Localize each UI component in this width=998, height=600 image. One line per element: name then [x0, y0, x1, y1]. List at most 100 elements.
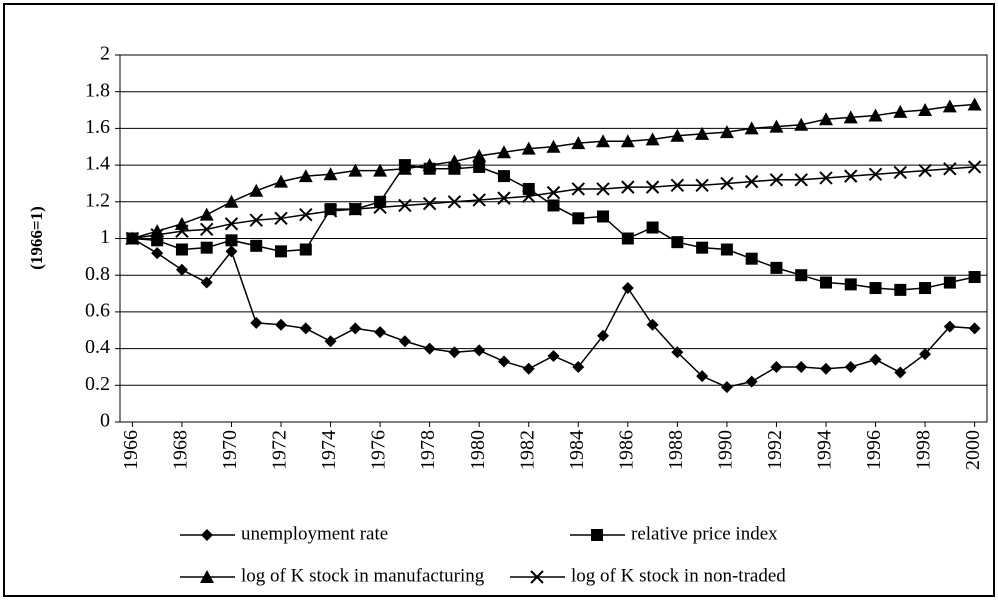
data-point [645, 180, 660, 194]
data-point [620, 134, 635, 148]
x-tick-label: 1976 [368, 430, 390, 470]
legend-label: log of K stock in non-traded [571, 565, 786, 586]
x-tick-label: 2000 [962, 430, 984, 470]
data-point [397, 161, 412, 175]
data-point [398, 335, 411, 348]
data-point [819, 171, 833, 185]
data-point [671, 346, 684, 359]
data-point [473, 160, 486, 173]
data-point [621, 180, 635, 194]
data-point [224, 194, 239, 208]
data-point [497, 355, 510, 368]
data-point [299, 243, 312, 256]
data-point [967, 97, 982, 111]
data-point [942, 99, 957, 113]
data-point [671, 236, 684, 249]
data-point [868, 108, 883, 122]
data-point [150, 228, 164, 242]
y-tick-label: 1.6 [85, 116, 110, 138]
data-point [298, 169, 313, 183]
data-point [967, 160, 982, 174]
data-point [447, 154, 462, 168]
data-point [670, 128, 685, 142]
x-tick-label: 1990 [714, 430, 736, 470]
data-point [522, 362, 535, 375]
chart-frame [3, 3, 995, 597]
data-point [199, 222, 214, 237]
data-point [894, 366, 907, 379]
data-point [894, 283, 907, 296]
data-point [720, 381, 733, 394]
data-point [968, 322, 981, 335]
data-point [621, 232, 634, 245]
data-point [275, 318, 288, 331]
data-point [224, 217, 239, 231]
data-point [869, 282, 882, 295]
legend-marker [200, 570, 214, 583]
data-point [151, 247, 164, 260]
x-tick-label: 1998 [913, 430, 935, 470]
data-point [571, 182, 585, 196]
x-tick-label: 1970 [219, 430, 241, 470]
data-point [769, 119, 784, 133]
data-point [274, 211, 288, 226]
legend-label: relative price index [631, 523, 778, 544]
y-tick-label: 0.6 [85, 299, 110, 321]
data-point [943, 276, 956, 289]
data-point [794, 117, 809, 131]
data-point [943, 320, 956, 333]
data-point [348, 163, 363, 177]
data-point [646, 221, 659, 234]
data-point [869, 353, 882, 366]
data-point [893, 104, 908, 118]
x-tick-label: 1988 [665, 430, 687, 470]
data-point [225, 234, 238, 247]
data-point [696, 370, 709, 383]
data-point [521, 141, 536, 155]
data-point [546, 185, 561, 200]
x-tick-label: 1982 [516, 430, 538, 470]
data-point [621, 282, 634, 295]
data-point [250, 239, 263, 252]
data-point [398, 198, 412, 213]
data-point [918, 103, 933, 117]
data-point [323, 167, 338, 181]
y-tick-label: 0 [100, 410, 110, 432]
x-tick-label: 1984 [566, 430, 588, 470]
x-tick-label: 1978 [417, 430, 439, 470]
data-point [200, 241, 213, 254]
data-point [695, 178, 709, 192]
data-point [868, 167, 883, 181]
x-tick-label: 1980 [467, 430, 489, 470]
y-tick-label: 2 [100, 43, 110, 65]
data-point [819, 276, 832, 289]
data-point [795, 269, 808, 282]
data-point [249, 183, 264, 197]
data-point [744, 121, 759, 135]
y-tick-label: 1.8 [85, 79, 110, 101]
y-tick-label: 0.8 [85, 263, 110, 285]
data-point [844, 360, 857, 373]
data-point [422, 196, 437, 211]
data-point [349, 322, 362, 335]
data-point [597, 329, 610, 342]
data-point [125, 231, 140, 246]
data-point [522, 189, 536, 204]
y-tick-label: 0.4 [85, 336, 110, 358]
data-point [596, 134, 611, 148]
data-point [968, 271, 981, 284]
data-point [373, 200, 387, 215]
data-point [472, 193, 486, 207]
data-point [547, 349, 560, 362]
x-tick-label: 1968 [170, 430, 192, 470]
data-point [324, 203, 337, 216]
data-point [225, 245, 238, 258]
legend-marker [201, 529, 213, 541]
data-point [175, 224, 189, 238]
data-point [844, 278, 857, 291]
data-point [645, 132, 660, 146]
data-point [720, 243, 733, 256]
data-point [200, 276, 213, 289]
data-point [943, 162, 957, 176]
